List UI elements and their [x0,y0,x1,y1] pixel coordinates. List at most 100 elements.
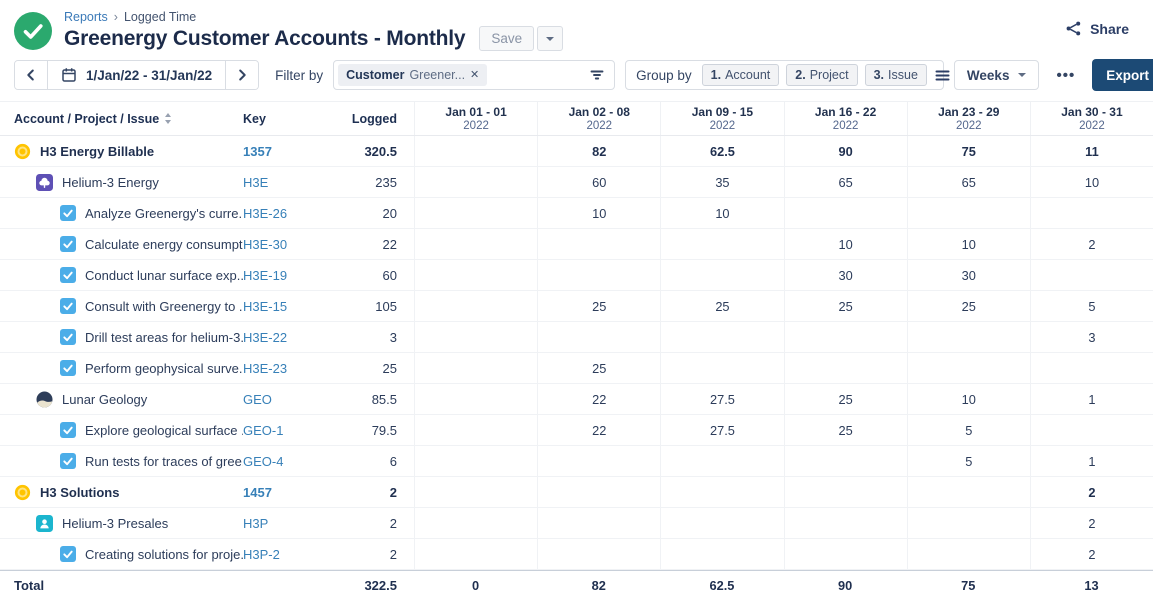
table-row: Calculate energy consumpt... H3E-30 22 10 10… [0,229,1153,260]
row-key-cell: H3E-22 [243,322,332,352]
week-cell [906,322,1030,352]
sort-icon[interactable] [165,113,172,124]
share-button[interactable]: Share [1065,20,1129,37]
key-link[interactable]: 1357 [243,143,272,159]
week-cell: 75 [961,578,976,593]
group-chip-account[interactable]: 1. Account [701,64,780,86]
previous-period-button[interactable] [15,61,47,89]
account-icon [14,484,31,501]
key-link[interactable]: H3E-15 [243,298,288,314]
logged-cell: 2 [389,484,397,500]
week-cell [414,384,537,414]
week-cell [414,291,537,321]
page-title: Greenergy Customer Accounts - Monthly [64,26,466,50]
week-cell: 5 [906,446,1030,476]
table-row: Conduct lunar surface exp... H3E-19 60 30 30 [0,260,1153,291]
row-label: Lunar Geology [62,391,148,407]
logged-cell: 22 [382,236,397,252]
week-cell [1029,260,1153,290]
week-cell [660,508,783,538]
group-by-control: Group by 1. Account 2. Project 3. Issue [625,60,950,90]
filter-input[interactable]: Customer Greener... ✕ [333,60,616,90]
week-cell: 11 [1029,136,1153,166]
column-header-name[interactable]: Account / Project / Issue [0,102,243,135]
week-cell [660,477,783,507]
week-cell [660,322,783,352]
filter-funnel-icon[interactable] [589,67,605,83]
week-cell [414,136,537,166]
task-icon [60,267,76,283]
key-link[interactable]: GEO-4 [243,453,284,469]
chip-close-icon[interactable]: ✕ [470,68,480,81]
week-cell [414,229,537,259]
row-label: Run tests for traces of gree... [85,453,243,469]
key-link[interactable]: GEO [243,391,272,407]
date-range-label: 1/Jan/22 - 31/Jan/22 [86,67,213,83]
group-chip-issue[interactable]: 3. Issue [864,64,927,86]
next-period-button[interactable] [226,61,259,89]
week-cell [414,508,537,538]
energy-project-icon [36,173,53,191]
week-cell: 10 [906,384,1030,414]
key-link[interactable]: H3E-30 [243,236,288,252]
save-button[interactable]: Save [479,26,535,51]
week-cell: 25 [660,291,783,321]
header-main: Reports › Logged Time Greenergy Customer… [64,8,564,51]
week-year: 2022 [709,120,736,132]
week-cell [414,353,537,383]
date-range-picker[interactable]: 1/Jan/22 - 31/Jan/22 [47,61,227,89]
week-cell: 27.5 [660,384,783,414]
table-row: Helium-3 Presales H3P 2 2 [0,508,1153,539]
toolbar: 1/Jan/22 - 31/Jan/22 Filter by Customer … [0,53,1153,101]
table-row: Explore geological surface ... GEO-1 79.5 2… [0,415,1153,446]
save-dropdown-button[interactable] [537,26,564,51]
week-cell [783,322,907,352]
week-year: 2022 [586,120,613,132]
week-cell: 10 [1029,167,1153,197]
breadcrumb-separator: › [113,10,118,24]
logged-time-table: Account / Project / Issue Key Logged Jan… [0,101,1153,600]
week-cell: 5 [1029,291,1153,321]
table-row: Helium-3 Energy H3E 235 60 35 65 65 10 [0,167,1153,198]
key-link[interactable]: H3E [243,174,269,190]
key-link[interactable]: GEO-1 [243,422,284,438]
row-name-cell: Helium-3 Energy [0,167,243,197]
week-cell [906,198,1030,228]
key-link[interactable]: H3E-19 [243,267,288,283]
week-cell [537,229,660,259]
week-cell: 35 [660,167,783,197]
group-by-label: Group by [636,67,692,83]
menu-icon[interactable] [934,67,951,84]
breadcrumb-reports-link[interactable]: Reports [64,10,108,24]
week-cell [414,167,537,197]
row-name-cell: Explore geological surface ... [0,415,243,445]
key-link[interactable]: H3E-26 [243,205,288,221]
task-icon [60,422,76,438]
week-cell: 0 [472,578,480,593]
week-cell: 25 [783,291,907,321]
row-name-cell: Run tests for traces of gree... [0,446,243,476]
week-range: Jan 02 - 08 [568,105,630,119]
more-options-button[interactable]: ••• [1049,67,1082,84]
app-header: Reports › Logged Time Greenergy Customer… [0,0,1153,53]
row-key-cell: H3P [243,508,332,538]
total-logged: 322.5 [364,578,397,593]
share-icon [1065,20,1082,37]
row-label: H3 Solutions [40,484,120,500]
period-granularity-dropdown[interactable]: Weeks [953,60,1040,90]
key-link[interactable]: H3E-23 [243,360,288,376]
filter-chip-customer[interactable]: Customer Greener... ✕ [338,64,488,86]
key-link[interactable]: 1457 [243,484,272,500]
logged-cell: 79.5 [371,422,397,438]
row-name-cell: Drill test areas for helium-3... [0,322,243,352]
export-label: Export [1106,67,1149,83]
row-name-cell: Helium-3 Presales [0,508,243,538]
group-chip-project[interactable]: 2. Project [786,64,858,86]
table-row: Consult with Greenergy to ... H3E-15 105 25… [0,291,1153,322]
export-button[interactable]: Export [1092,59,1153,91]
key-link[interactable]: H3P-2 [243,546,280,562]
week-cell: 25 [537,353,660,383]
key-link[interactable]: H3E-22 [243,329,288,345]
key-link[interactable]: H3P [243,515,269,531]
week-header: Jan 16 - 22 2022 [783,102,907,135]
